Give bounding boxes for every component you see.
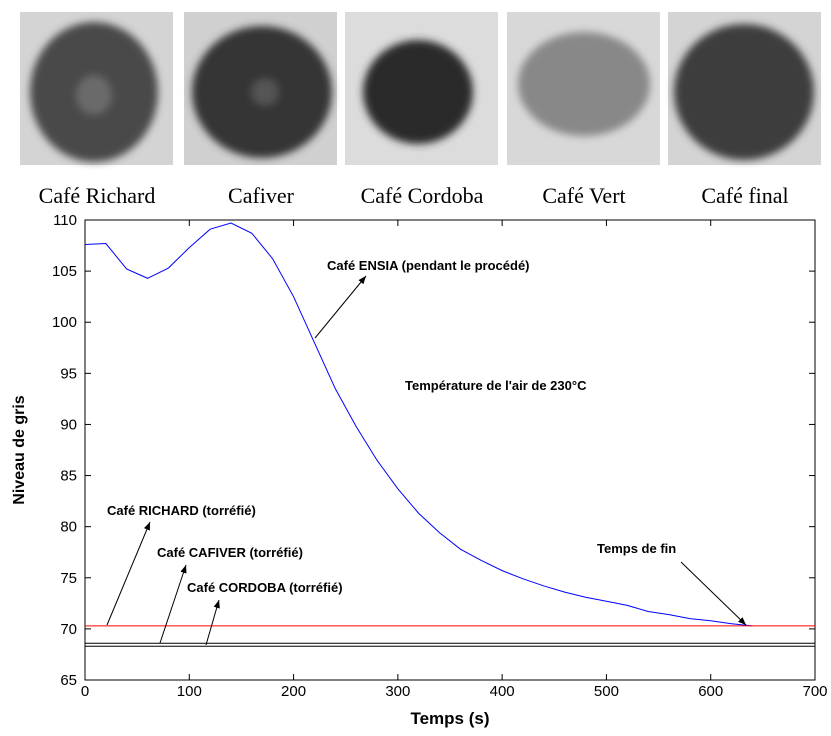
- y-tick-label: 70: [60, 621, 77, 638]
- y-tick-label: 110: [53, 212, 77, 229]
- annotation-arrow: [106, 521, 151, 626]
- bean-image: [668, 12, 821, 165]
- bean-image: [345, 12, 498, 165]
- y-tick-label: 80: [60, 519, 77, 536]
- annotation-arrow: [159, 564, 187, 644]
- image-caption: Cafiver: [228, 183, 295, 208]
- image-caption: Café Vert: [542, 183, 625, 208]
- annotation: Café RICHARD (torréfié): [107, 503, 256, 518]
- bean-image: [184, 12, 337, 165]
- x-tick-label: 400: [490, 683, 515, 700]
- bean-image: [20, 12, 173, 165]
- annotation-arrow: [314, 275, 367, 339]
- y-tick-label: 75: [60, 570, 77, 587]
- bean-image: [507, 12, 660, 165]
- annotation: Temps de fin: [597, 541, 676, 556]
- image-caption: Café final: [701, 183, 788, 208]
- x-tick-label: 200: [281, 683, 306, 700]
- annotation: Température de l'air de 230°C: [405, 378, 587, 393]
- x-tick-label: 500: [594, 683, 619, 700]
- y-tick-label: 90: [60, 416, 77, 433]
- y-tick-label: 95: [60, 365, 77, 382]
- image-caption: Café Richard: [39, 183, 156, 208]
- data-line: [84, 222, 753, 627]
- annotation-arrow: [680, 561, 747, 626]
- annotation-arrow: [205, 599, 220, 646]
- annotation: Café CORDOBA (torréfié): [187, 580, 343, 595]
- bean-images: [20, 12, 821, 165]
- annotation: Café CAFIVER (torréfié): [157, 545, 303, 560]
- y-tick-label: 100: [52, 314, 77, 331]
- x-tick-label: 700: [802, 683, 827, 700]
- y-axis-label: Niveau de gris: [11, 395, 28, 504]
- x-axis-label: Temps (s): [410, 709, 489, 728]
- y-tick-label: 105: [52, 263, 77, 280]
- x-tick-label: 100: [177, 683, 202, 700]
- x-tick-label: 300: [385, 683, 410, 700]
- plot-frame: [84, 219, 816, 681]
- x-tick-label: 600: [698, 683, 723, 700]
- y-tick-label: 65: [60, 672, 77, 689]
- y-tick-label: 85: [60, 468, 77, 485]
- image-caption: Café Cordoba: [361, 183, 484, 208]
- annotation: Café ENSIA (pendant le procédé): [327, 258, 530, 273]
- x-tick-label: 0: [81, 683, 89, 700]
